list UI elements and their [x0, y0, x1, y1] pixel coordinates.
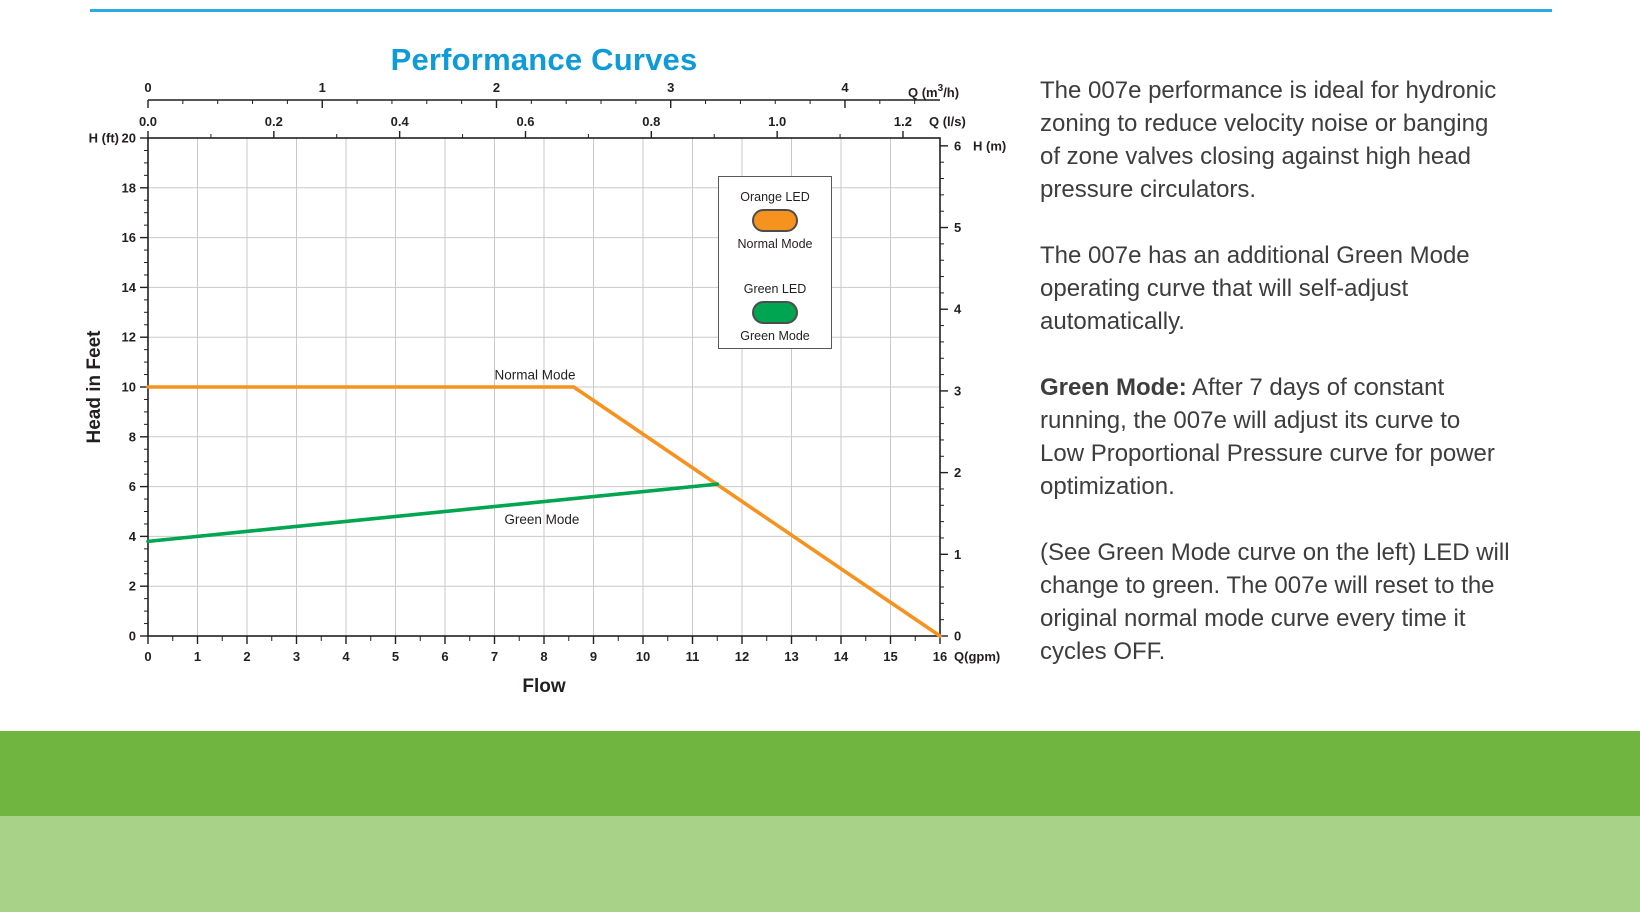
- svg-text:16: 16: [933, 649, 947, 664]
- svg-text:0.0: 0.0: [139, 114, 157, 129]
- green-mode-detail-text: After 7 days of constant running, the 00…: [1040, 374, 1495, 500]
- svg-text:8: 8: [129, 429, 136, 444]
- svg-text:1.0: 1.0: [768, 114, 786, 129]
- svg-text:11: 11: [686, 649, 700, 664]
- svg-text:0.4: 0.4: [391, 114, 410, 129]
- svg-text:2: 2: [493, 80, 500, 95]
- svg-text:5: 5: [954, 220, 961, 235]
- svg-text:14: 14: [834, 649, 849, 664]
- curve-label: Green Mode: [504, 512, 579, 527]
- svg-text:1: 1: [194, 649, 201, 664]
- svg-text:3: 3: [667, 80, 674, 95]
- svg-text:0: 0: [954, 629, 961, 644]
- green-mode-curve: [146, 482, 720, 544]
- curve-label: Normal Mode: [495, 368, 576, 383]
- legend-item-green-mode: Green LED Green Mode: [740, 282, 809, 343]
- svg-text:0: 0: [144, 80, 151, 95]
- orange-led-label: Orange LED: [740, 190, 810, 204]
- x-axis-title: Flow: [522, 676, 565, 697]
- svg-text:0.6: 0.6: [516, 114, 534, 129]
- chart-title: Performance Curves: [390, 42, 698, 77]
- footer-band-light: [0, 816, 1640, 912]
- svg-text:4: 4: [129, 529, 137, 544]
- paragraph-green-mode-detail: Green Mode: After 7 days of constant run…: [1040, 371, 1510, 503]
- svg-text:12: 12: [735, 649, 749, 664]
- svg-text:16: 16: [122, 230, 136, 245]
- svg-text:18: 18: [122, 180, 136, 195]
- y-axis-title: Head in Feet: [84, 330, 105, 444]
- orange-led-indicator: [752, 209, 798, 232]
- paragraph-led-reset: (See Green Mode curve on the left) LED w…: [1040, 539, 1510, 665]
- svg-text:2: 2: [243, 649, 250, 664]
- svg-text:14: 14: [122, 280, 137, 295]
- svg-text:1.2: 1.2: [894, 114, 912, 129]
- svg-text:Q (l/s): Q (l/s): [929, 114, 966, 129]
- paragraph-green-mode-intro: The 007e has an additional Green Mode op…: [1040, 242, 1470, 335]
- normal-mode-label: Normal Mode: [737, 237, 813, 251]
- svg-text:4: 4: [954, 302, 962, 317]
- svg-text:3: 3: [293, 649, 300, 664]
- svg-text:9: 9: [590, 649, 597, 664]
- svg-text:4: 4: [342, 649, 350, 664]
- svg-text:0: 0: [144, 649, 151, 664]
- description-panel: The 007e performance is ideal for hydron…: [1040, 74, 1510, 701]
- svg-text:0.8: 0.8: [642, 114, 660, 129]
- svg-text:H (m): H (m): [973, 138, 1006, 153]
- green-led-label: Green LED: [743, 282, 807, 296]
- legend-item-normal-mode: Orange LED Normal Mode: [737, 190, 812, 251]
- svg-text:3: 3: [954, 383, 961, 398]
- svg-text:20: 20: [122, 131, 136, 146]
- svg-text:1: 1: [319, 80, 326, 95]
- paragraph-performance: The 007e performance is ideal for hydron…: [1040, 77, 1497, 203]
- svg-text:10: 10: [636, 649, 650, 664]
- svg-text:15: 15: [883, 649, 897, 664]
- performance-chart: 0 1 2 3 4 5 6 7 8 9 10 11 12 13 14 15 16 Q(gpm)0246810121…: [84, 80, 1006, 697]
- svg-text:6: 6: [441, 649, 448, 664]
- svg-text:0.2: 0.2: [265, 114, 283, 129]
- chart-legend: Orange LED Normal Mode Green LED Green M…: [718, 176, 832, 349]
- svg-text:2: 2: [954, 465, 961, 480]
- svg-text:5: 5: [392, 649, 399, 664]
- svg-text:7: 7: [491, 649, 498, 664]
- svg-text:8: 8: [540, 649, 547, 664]
- green-mode-term: Green Mode:: [1040, 374, 1187, 401]
- green-mode-label: Green Mode: [740, 329, 810, 343]
- svg-text:1: 1: [954, 547, 961, 562]
- svg-text:10: 10: [122, 380, 136, 395]
- svg-text:Q (m3/h): Q (m3/h): [908, 83, 959, 100]
- green-led-indicator: [751, 301, 798, 324]
- footer-band-dark: [0, 731, 1640, 816]
- svg-text:12: 12: [122, 330, 136, 345]
- svg-text:6: 6: [129, 479, 136, 494]
- svg-text:4: 4: [841, 80, 849, 95]
- svg-text:0: 0: [129, 629, 136, 644]
- svg-text:H (ft): H (ft): [89, 131, 119, 146]
- svg-text:Q(gpm): Q(gpm): [954, 649, 1000, 664]
- top-divider-rule: [90, 9, 1552, 12]
- svg-text:2: 2: [129, 579, 136, 594]
- svg-text:6: 6: [954, 138, 961, 153]
- normal-mode-curve: [146, 385, 942, 638]
- svg-text:13: 13: [784, 649, 798, 664]
